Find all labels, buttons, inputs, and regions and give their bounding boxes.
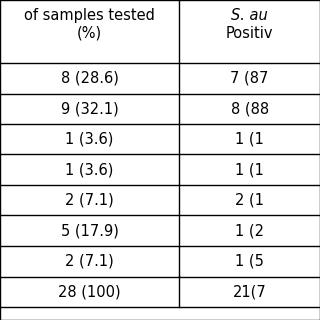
Text: 5 (17.9): 5 (17.9) xyxy=(61,223,118,238)
Text: 2 (1: 2 (1 xyxy=(235,193,264,208)
Text: 28 (100): 28 (100) xyxy=(58,284,121,299)
Text: 2 (7.1): 2 (7.1) xyxy=(65,254,114,269)
Text: (%): (%) xyxy=(77,26,102,41)
Text: Positiv: Positiv xyxy=(226,26,273,41)
Text: 8 (28.6): 8 (28.6) xyxy=(61,71,118,86)
Text: of samples tested: of samples tested xyxy=(24,8,155,23)
Text: S. au: S. au xyxy=(231,8,268,23)
Text: 1 (5: 1 (5 xyxy=(235,254,264,269)
Text: 7 (87: 7 (87 xyxy=(230,71,269,86)
Text: 1 (1: 1 (1 xyxy=(235,162,264,177)
Text: 8 (88: 8 (88 xyxy=(230,101,269,116)
Text: 1 (1: 1 (1 xyxy=(235,132,264,147)
Text: 21(7: 21(7 xyxy=(233,284,267,299)
Text: 1 (3.6): 1 (3.6) xyxy=(65,162,114,177)
Text: 1 (2: 1 (2 xyxy=(235,223,264,238)
Text: 2 (7.1): 2 (7.1) xyxy=(65,193,114,208)
Text: 9 (32.1): 9 (32.1) xyxy=(61,101,118,116)
Text: 1 (3.6): 1 (3.6) xyxy=(65,132,114,147)
